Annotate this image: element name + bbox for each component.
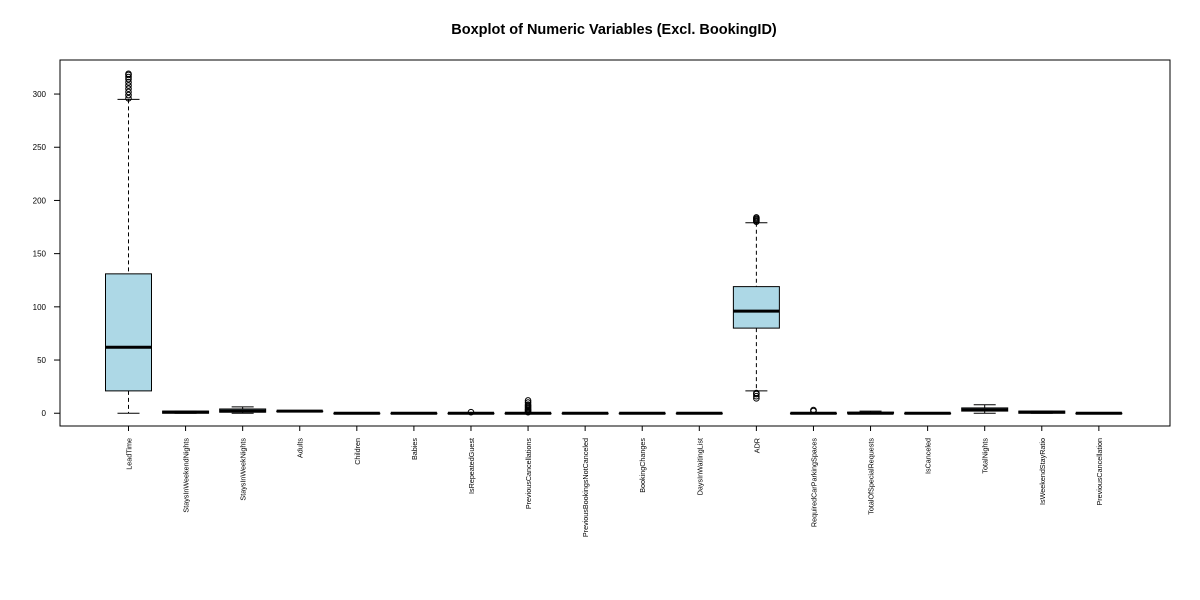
box-leadtime xyxy=(106,71,152,413)
x-tick-label: Adults xyxy=(296,438,305,458)
box-previouscancellations xyxy=(505,398,551,415)
x-tick-label: StaysInWeekendNights xyxy=(182,438,191,513)
box-isweekendstayratio xyxy=(1019,411,1065,413)
y-tick-label: 0 xyxy=(42,409,47,418)
plot-frame xyxy=(60,60,1170,426)
x-tick-label: RequiredCarParkingSpaces xyxy=(809,438,818,527)
box-totalnights xyxy=(962,405,1008,414)
box-totalofspecialrequests xyxy=(848,411,894,413)
x-tick-label: ADR xyxy=(752,438,761,453)
x-tick-label: Babies xyxy=(410,438,419,460)
x-tick-label: TotalOfSpecialRequests xyxy=(867,438,876,515)
box-adults xyxy=(277,411,323,412)
box-previousbookingsnotcanceled xyxy=(562,413,608,414)
box-adr xyxy=(733,215,779,401)
boxes xyxy=(106,71,1122,415)
x-tick-label: LeadTime xyxy=(125,438,134,470)
x-axis-labels: LeadTime StaysInWeekendNights StaysInWeekN… xyxy=(125,426,1104,537)
box-staysinweeknights xyxy=(220,407,266,413)
x-tick-label: IsCanceled xyxy=(924,438,933,474)
y-tick-label: 250 xyxy=(33,143,47,152)
x-tick-label: StaysInWeekNights xyxy=(239,438,248,501)
x-tick-label: PreviousBookingsNotCanceled xyxy=(581,438,590,537)
box-babies xyxy=(391,413,437,414)
x-tick-label: BookingChanges xyxy=(638,438,647,493)
y-tick-label: 50 xyxy=(37,356,46,365)
box-daysinwaitinglist xyxy=(676,413,722,414)
y-tick-label: 150 xyxy=(33,250,47,259)
box-requiredcarparkingspaces xyxy=(790,407,836,414)
x-tick-label: PreviousCancellation xyxy=(1095,438,1104,506)
x-tick-label: IsWeekendStayRatio xyxy=(1038,438,1047,505)
y-tick-label: 100 xyxy=(33,303,47,312)
box-iscanceled xyxy=(905,413,951,414)
iqr-box xyxy=(106,274,152,391)
x-tick-label: Children xyxy=(353,438,362,465)
box-staysinweekendnights xyxy=(163,411,209,413)
iqr-box xyxy=(733,287,779,328)
x-tick-label: PreviousCancellations xyxy=(524,438,533,510)
x-tick-label: TotalNights xyxy=(981,438,990,474)
x-tick-label: IsRepeatedGuest xyxy=(467,438,476,494)
box-bookingchanges xyxy=(619,413,665,414)
box-isrepeatedguest xyxy=(448,409,494,415)
x-tick-label: DaysInWaitingList xyxy=(695,438,704,495)
box-previouscancellation xyxy=(1076,413,1122,414)
y-axis: 0 50 100 150 200 250 300 xyxy=(33,90,60,418)
y-tick-label: 200 xyxy=(33,196,47,205)
y-tick-label: 300 xyxy=(33,90,47,99)
box-children xyxy=(334,413,380,414)
